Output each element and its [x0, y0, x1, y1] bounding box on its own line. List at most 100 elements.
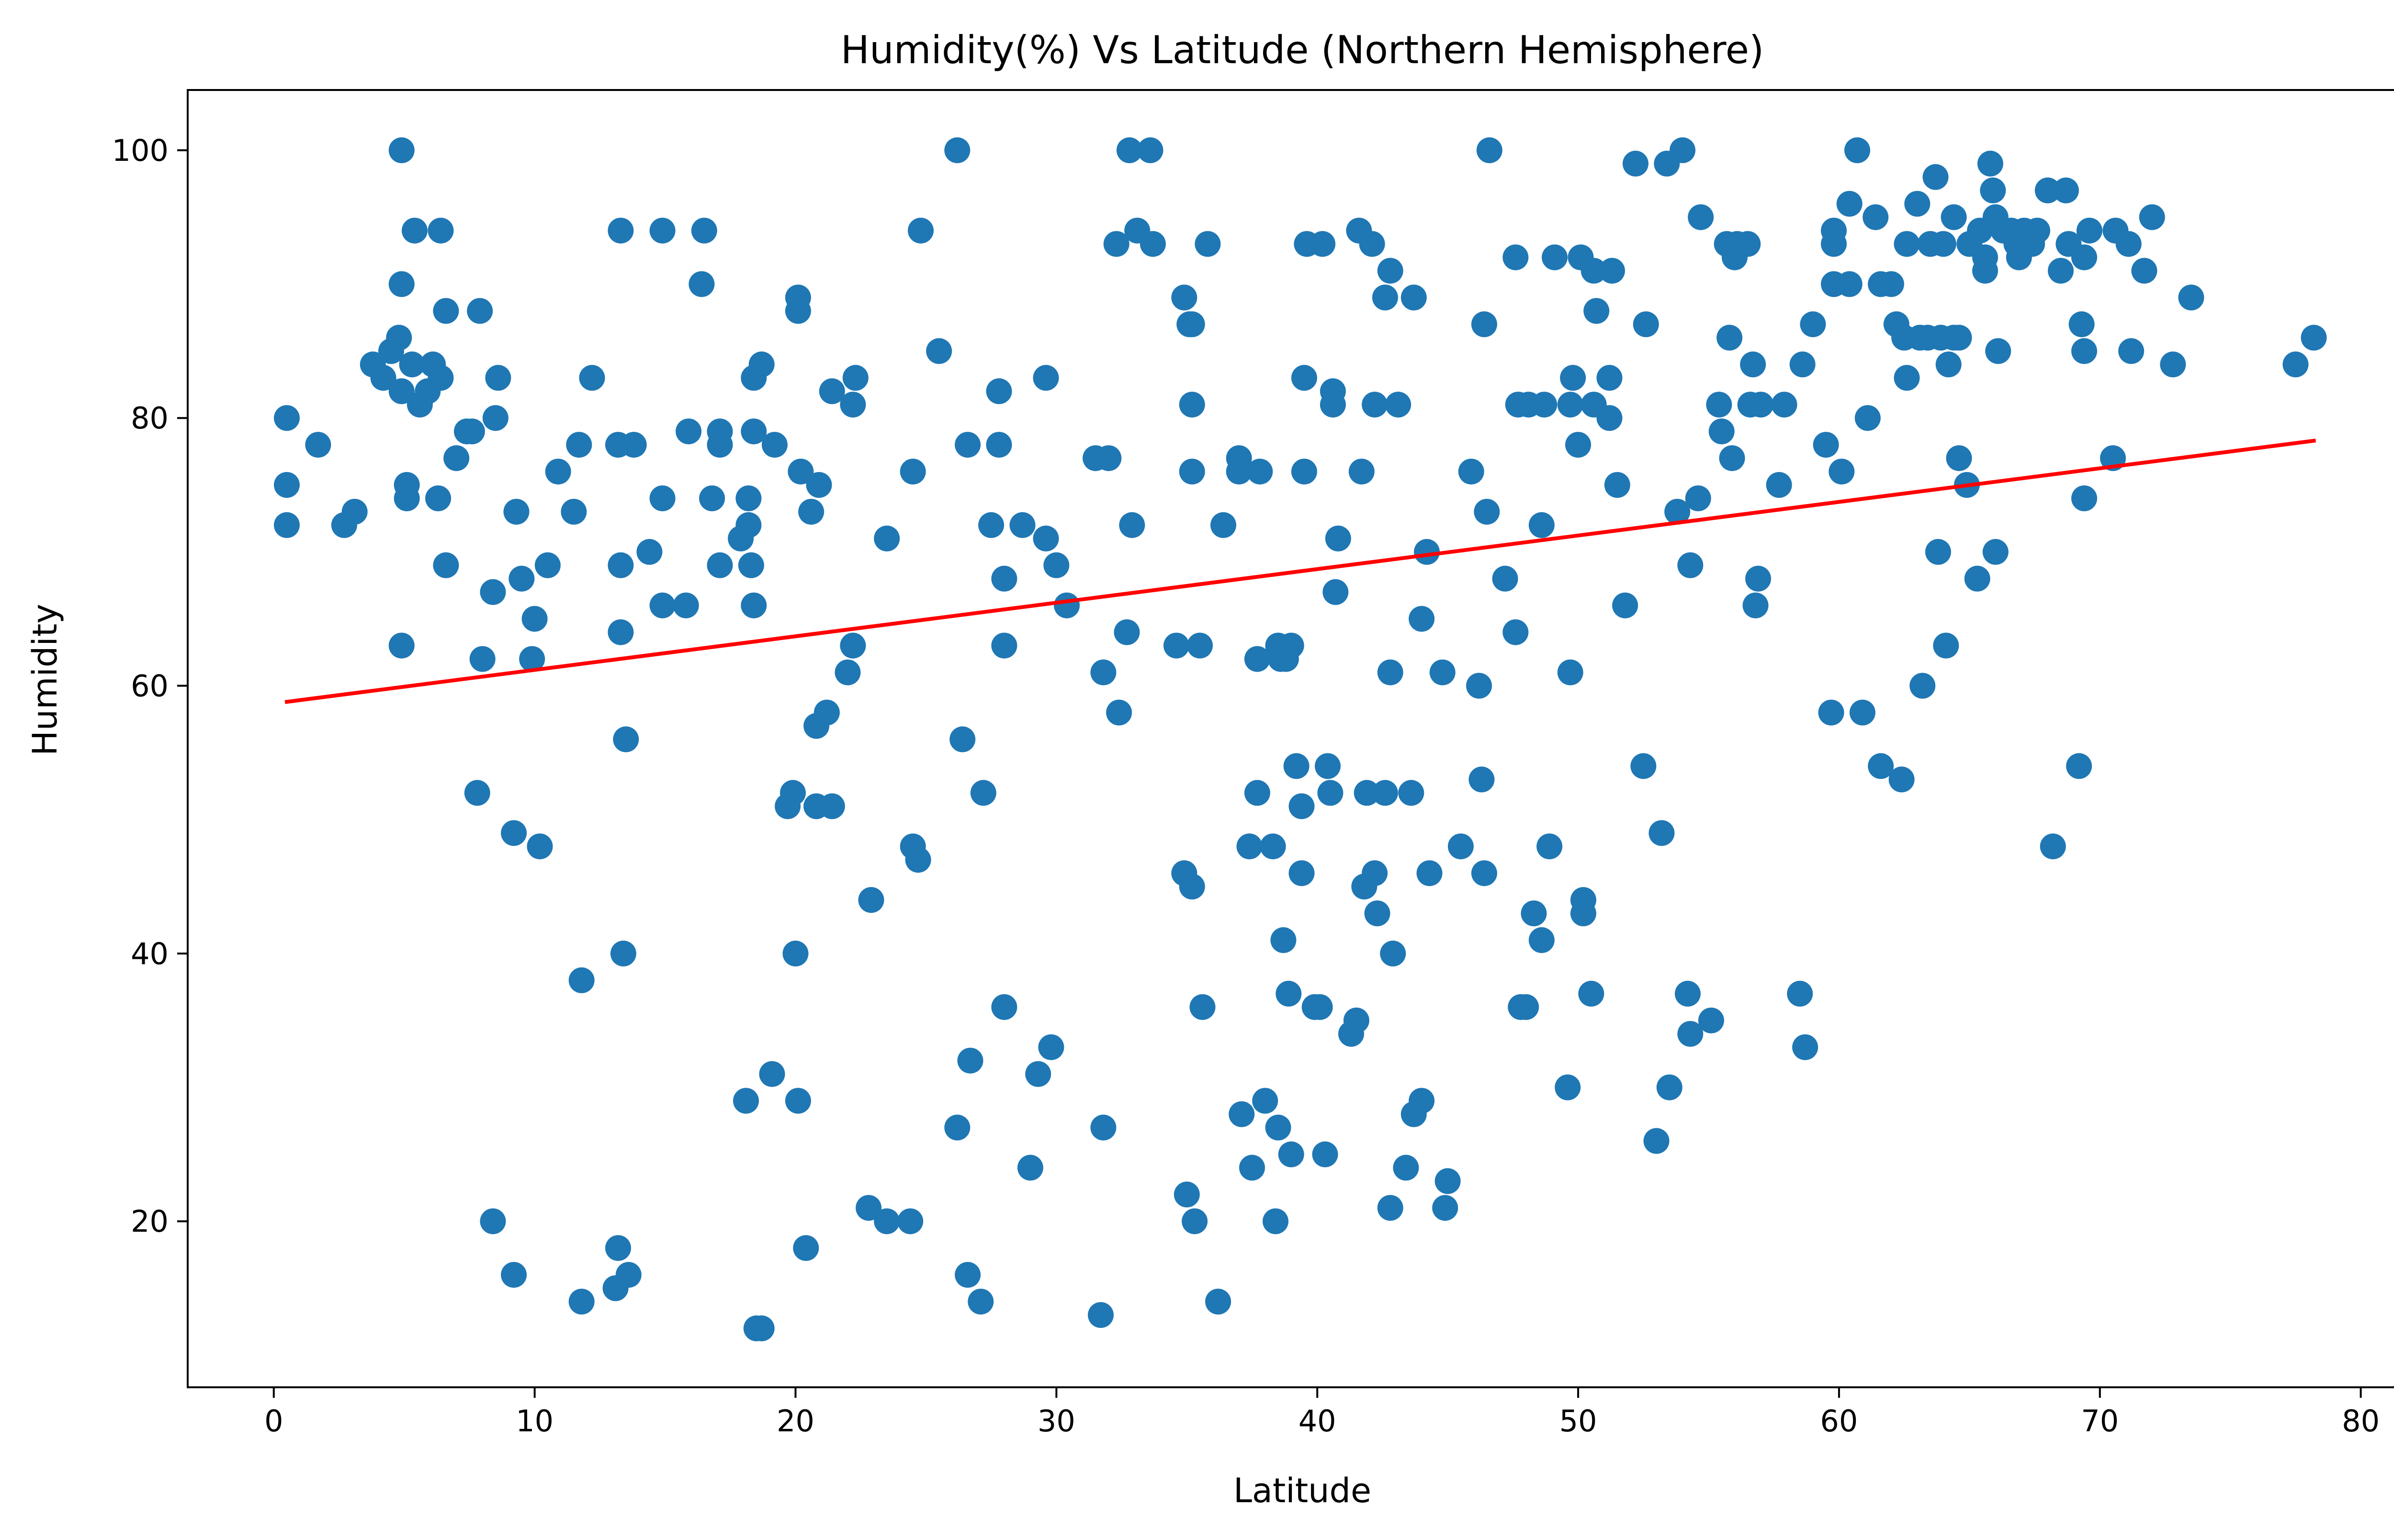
data-point — [1364, 900, 1390, 926]
data-point — [1400, 284, 1427, 311]
data-point — [1604, 472, 1630, 498]
data-point — [1278, 1141, 1304, 1168]
data-point — [707, 552, 733, 578]
data-point — [370, 365, 396, 391]
data-point — [469, 646, 496, 672]
data-point — [689, 271, 715, 297]
data-point — [1291, 459, 1317, 485]
data-point — [1398, 780, 1424, 806]
data-point — [798, 499, 824, 525]
data-point — [1748, 392, 1774, 418]
data-point — [2071, 338, 2097, 364]
data-point — [433, 298, 459, 324]
data-point — [1322, 579, 1349, 605]
data-point — [1622, 150, 1649, 177]
data-point — [1706, 392, 1732, 418]
data-point — [1557, 392, 1583, 418]
data-point — [2131, 258, 2157, 284]
data-point — [1182, 1208, 1208, 1235]
data-point — [480, 579, 506, 605]
data-point — [970, 780, 996, 806]
data-point — [1933, 632, 1959, 659]
data-point — [1239, 1155, 1265, 1181]
data-point — [649, 485, 676, 511]
data-point — [1854, 405, 1881, 431]
data-point — [673, 592, 699, 618]
data-point — [1789, 351, 1816, 378]
data-point — [1288, 860, 1315, 887]
data-point — [1025, 1061, 1051, 1087]
data-point — [1521, 900, 1547, 926]
data-point — [676, 418, 702, 445]
data-point — [782, 940, 809, 967]
data-point — [944, 137, 971, 163]
regression-line — [284, 438, 2316, 704]
data-point — [741, 592, 767, 618]
data-point — [2040, 833, 2066, 860]
data-point — [819, 378, 845, 405]
data-point — [1119, 512, 1145, 538]
data-point — [1210, 512, 1236, 538]
data-point — [2068, 311, 2095, 337]
data-point — [545, 459, 571, 485]
data-point — [900, 459, 926, 485]
data-point — [305, 432, 331, 458]
regression-layer — [284, 438, 2316, 704]
data-point — [1163, 632, 1189, 659]
data-point — [1090, 659, 1117, 686]
data-point — [1677, 1021, 1704, 1047]
data-point — [1578, 980, 1604, 1007]
data-point — [733, 1088, 759, 1114]
data-point — [1565, 432, 1591, 458]
x-tick-label: 80 — [2342, 1404, 2380, 1439]
data-point — [1447, 833, 1474, 860]
data-point — [761, 432, 788, 458]
data-point — [1372, 284, 1398, 311]
data-point — [738, 552, 764, 578]
data-point — [986, 378, 1012, 405]
data-point — [1377, 659, 1403, 686]
data-point — [1536, 833, 1563, 860]
data-point — [1307, 994, 1333, 1020]
data-point — [1310, 231, 1336, 257]
data-point — [785, 1088, 811, 1114]
data-point — [428, 365, 454, 391]
data-point — [1740, 351, 1766, 378]
data-point — [566, 432, 592, 458]
x-tick-label: 10 — [516, 1404, 553, 1439]
data-point — [819, 793, 845, 820]
data-point — [2024, 217, 2050, 244]
data-point — [897, 1208, 924, 1235]
data-point — [1179, 459, 1205, 485]
data-point — [1270, 927, 1297, 953]
data-point — [1599, 258, 1625, 284]
data-point — [1735, 231, 1761, 257]
data-point — [735, 512, 762, 538]
data-point — [944, 1114, 971, 1141]
data-point — [1656, 1074, 1683, 1101]
data-point — [521, 606, 548, 632]
data-point — [1372, 780, 1398, 806]
data-point — [1179, 311, 1205, 337]
data-point — [2301, 325, 2327, 351]
data-point — [1312, 1141, 1338, 1168]
data-point — [1377, 258, 1403, 284]
data-point — [341, 499, 368, 525]
data-point — [780, 780, 806, 806]
data-point — [874, 525, 900, 551]
data-point — [1685, 485, 1711, 511]
data-point — [1265, 1114, 1291, 1141]
data-point — [735, 485, 762, 511]
data-point — [1320, 378, 1346, 405]
data-point — [443, 445, 470, 472]
data-point — [835, 659, 861, 686]
data-point — [1043, 552, 1070, 578]
x-tick-label: 30 — [1038, 1404, 1075, 1439]
data-point — [1849, 699, 1875, 726]
data-point — [388, 378, 415, 405]
data-point — [1283, 753, 1310, 779]
data-point — [1247, 459, 1273, 485]
data-point — [501, 820, 527, 846]
data-point — [1179, 392, 1205, 418]
data-point — [1698, 1007, 1724, 1034]
